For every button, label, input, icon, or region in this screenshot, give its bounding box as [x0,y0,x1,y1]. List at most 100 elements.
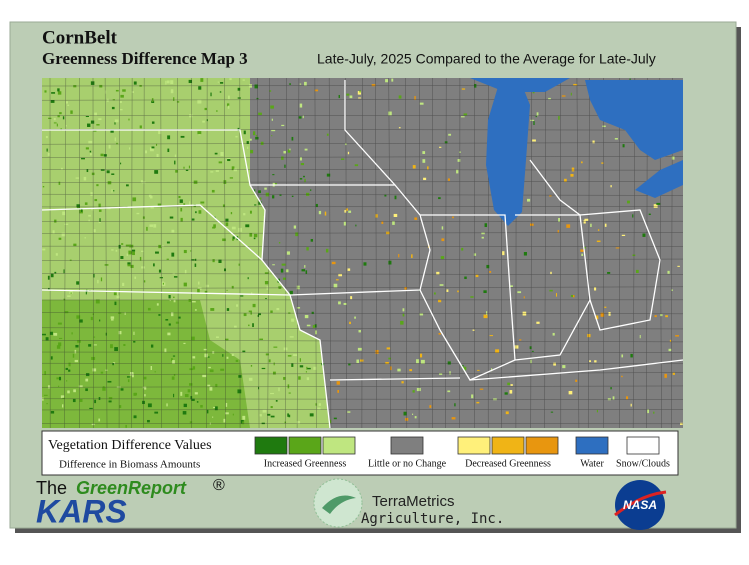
speckle [255,136,259,140]
county-line [41,98,684,101]
speckle [642,233,646,237]
speckle [385,79,389,83]
county-line [64,77,67,429]
speckle [220,82,224,84]
speckle [420,359,425,364]
speckle [250,312,252,315]
speckle [60,167,63,170]
speckle [120,256,124,259]
partner-line1: TerraMetrics [372,493,455,510]
speckle [301,269,306,272]
speckle [306,377,310,381]
speckle [311,311,314,315]
speckle [280,268,284,273]
speckle [441,238,445,242]
speckle [144,394,146,397]
speckle [204,353,208,358]
speckle [470,296,474,298]
county-line [41,232,684,234]
speckle [68,362,71,367]
speckle [427,166,429,170]
speckle [570,294,575,298]
speckle [198,86,202,90]
county-line [41,398,684,400]
speckle [284,164,286,168]
speckle [464,276,467,280]
speckle [136,212,140,215]
speckle [169,300,171,302]
speckle [299,157,302,161]
speckle [675,335,679,337]
speckle [98,397,101,401]
speckle [375,214,378,218]
speckle [439,373,443,375]
speckle [207,384,211,387]
speckle [388,357,391,360]
county-line [224,77,227,429]
county-line [41,258,684,261]
speckle [566,224,571,228]
speckle [359,90,361,93]
speckle [253,237,256,240]
speckle [202,374,207,378]
speckle [403,411,407,416]
speckle [398,254,400,258]
speckle [486,264,490,269]
speckle [94,399,97,404]
speckle [58,181,61,185]
speckle [265,353,269,356]
speckle [304,265,306,268]
speckle [357,347,362,351]
speckle [86,169,89,173]
speckle [120,94,124,98]
speckle [108,397,113,400]
speckle [245,224,250,228]
speckle [630,353,633,358]
speckle [211,189,215,193]
speckle [79,319,83,323]
speckle [414,96,416,101]
speckle [127,262,131,266]
speckle [449,371,451,375]
speckle [194,263,197,267]
speckle [214,152,218,155]
speckle [610,387,612,390]
legend-swatch [322,436,356,455]
speckle [363,262,367,266]
speckle [67,295,71,297]
speckle [381,221,384,224]
lake-erie [635,160,683,198]
speckle [347,151,350,155]
speckle [265,298,267,300]
speckle [65,101,69,104]
speckle [581,161,583,164]
speckles [42,78,683,428]
speckle [85,388,88,392]
county-line [160,77,162,429]
speckle [127,264,131,267]
speckle [571,167,575,172]
speckle [220,151,224,156]
speckle [171,229,175,233]
speckle [191,218,195,221]
speckle [338,301,341,305]
speckle [173,97,175,101]
speckle [346,93,350,96]
speckle [336,381,340,385]
speckle [180,207,183,212]
speckle [65,367,68,370]
speckle [215,170,219,172]
speckle [100,371,104,374]
speckle [669,339,672,342]
county-line [41,409,684,411]
speckle [188,79,193,84]
speckle [632,214,634,218]
speckle [173,299,176,303]
speckle [283,150,286,154]
speckle [398,95,402,99]
speckle [514,345,519,349]
speckle [120,388,124,391]
legend-label: Water [580,458,604,469]
speckle [326,173,331,177]
speckle [140,180,143,183]
